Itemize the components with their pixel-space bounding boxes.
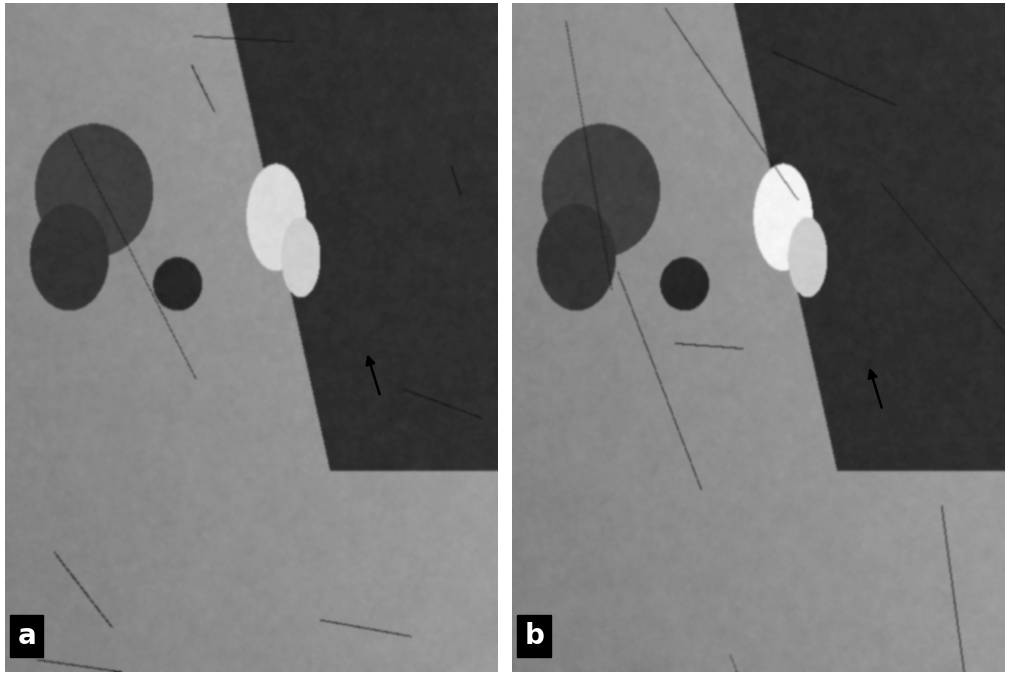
Text: a: a — [17, 622, 36, 650]
Text: b: b — [524, 622, 544, 650]
